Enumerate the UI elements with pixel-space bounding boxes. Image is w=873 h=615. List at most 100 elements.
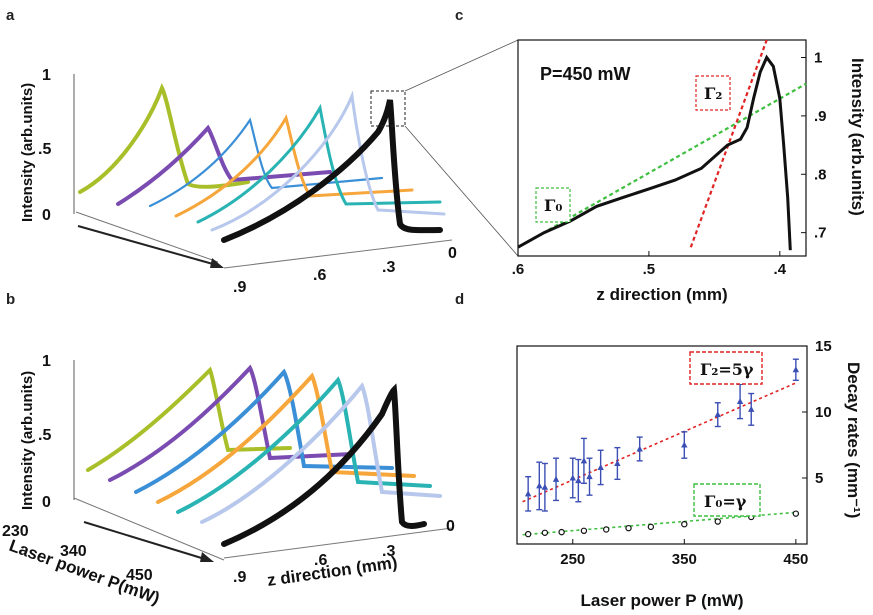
panel-c-y-tick-label: 1 — [814, 50, 822, 67]
gamma2-data-point — [586, 473, 593, 480]
panel-c-x-tick-label: .6 — [512, 261, 525, 278]
gamma0-data-point — [580, 527, 588, 535]
panel-a: Intensity (arb.units) 1 .5 0 .9 .6 .3 0 — [19, 39, 519, 296]
panel-a-z-axis — [223, 239, 453, 269]
panel-a-z-tick-0: 0 — [448, 245, 457, 262]
panel-d-y-ticks: 15 10 5 — [802, 338, 832, 487]
panel-a-y-label: Intensity (arb.units) — [19, 83, 36, 222]
gamma0-data-point — [647, 523, 655, 531]
gamma2-data-point — [681, 441, 688, 448]
panel-b-z-axis — [223, 527, 453, 559]
panel-d-data-points — [524, 358, 800, 538]
panel-b-p-tick-230: 230 — [2, 523, 29, 540]
panel-b-z-tick-0-9: .9 — [233, 569, 246, 586]
gamma0-data-point — [524, 530, 532, 538]
panel-a-trace-lightblue — [210, 90, 446, 232]
gamma2-data-point — [575, 477, 582, 484]
gamma2-data-point — [714, 411, 721, 418]
panel-a-trace-black — [221, 99, 443, 243]
panel-d-x-tick-label: 250 — [560, 551, 585, 568]
panel-b-p-tick-450: 450 — [126, 567, 153, 584]
panel-a-floor-axis — [75, 211, 219, 263]
panel-c-intensity-trace — [517, 54, 792, 251]
panel-d-x-ticks: 250 350 450 — [560, 539, 808, 568]
gamma2-data-point — [748, 405, 755, 412]
panel-d-y-tick-label: 15 — [815, 338, 832, 355]
gamma2-data-point — [536, 482, 543, 489]
panel-letter-c: c — [455, 7, 463, 24]
panel-letter-d: d — [455, 291, 464, 308]
gamma0-data-point — [792, 510, 800, 517]
panel-b-power-arrow — [83, 521, 209, 561]
panel-d-y-label: Decay rates (mm⁻¹) — [844, 362, 863, 518]
panel-b-y-tick-0-5: .5 — [38, 427, 51, 444]
panel-d-y-tick-label: 5 — [815, 470, 823, 487]
panel-d-gamma2-label: Γ₂=5γ — [700, 360, 754, 379]
panel-b-z-tick-0: 0 — [446, 518, 455, 535]
panel-c-x-ticks: .6 .5 .4 — [512, 251, 787, 278]
panel-b-trace-olive — [86, 366, 292, 472]
gamma0-data-point — [603, 526, 610, 533]
panel-b-trace-orange — [156, 372, 416, 504]
panel-d-gamma0-label: Γ₀=γ — [704, 492, 747, 511]
panel-c-gamma2-fit-line — [689, 39, 768, 248]
gamma2-data-point — [597, 463, 604, 470]
gamma2-data-point — [614, 459, 621, 466]
panel-letter-a: a — [6, 7, 15, 24]
panel-c-gamma0-box — [535, 187, 571, 223]
panel-c: P=450 mW Γ₂ Γ₀ .6 .5 .4 1 .9 .8 .7 z directio… — [512, 39, 867, 304]
gamma2-data-point — [580, 457, 588, 464]
panel-c-x-tick-label: .4 — [774, 261, 787, 278]
panel-b-z-tick-0-6: .6 — [314, 552, 327, 569]
panel-b-trace-lightblue — [200, 382, 442, 524]
panel-letter-b: b — [6, 291, 15, 308]
panel-c-x-label: z direction (mm) — [596, 285, 727, 304]
panel-a-y-tick-0-5: .5 — [38, 141, 51, 158]
panel-c-x-tick-label: .5 — [643, 261, 656, 278]
panel-b-trace-blue — [134, 368, 394, 494]
panel-a-power-arrow — [77, 225, 221, 267]
panel-c-gamma2-label: Γ₂ — [704, 84, 722, 103]
zoom-connector-bottom — [404, 125, 519, 257]
panel-b-z-label: z direction (mm) — [266, 553, 399, 590]
panel-b-p-tick-340: 340 — [60, 543, 87, 560]
panel-c-power-annotation: P=450 mW — [540, 64, 631, 84]
zoom-connector-top — [404, 39, 519, 92]
panel-c-y-tick-label: .7 — [814, 225, 827, 242]
gamma0-data-point — [681, 521, 688, 528]
panel-a-trace-olive — [78, 82, 250, 194]
panel-a-trace-orange — [174, 114, 414, 218]
panel-a-z-tick-0-3: .3 — [382, 259, 395, 276]
gamma0-data-point — [625, 524, 632, 532]
panel-c-y-label: Intensity (arb.units) — [848, 58, 867, 216]
panel-b-trace-teal — [176, 376, 432, 514]
panel-b-trace-black — [221, 383, 427, 547]
panel-a-trace-purple — [116, 124, 332, 206]
gamma2-data-point — [541, 483, 549, 490]
panel-b-z-tick-0-3: .3 — [382, 543, 395, 560]
panel-a-y-tick-0: 0 — [42, 207, 51, 224]
gamma2-data-point — [569, 474, 576, 481]
panel-a-power-arrow-head — [210, 258, 224, 268]
gamma0-data-point — [541, 529, 549, 536]
panel-b-floor-axis — [73, 497, 225, 561]
gamma2-data-point — [524, 490, 532, 497]
panel-d-gamma0-box — [693, 483, 761, 517]
gamma2-data-point — [636, 445, 643, 452]
panel-c-gamma0-label: Γ₀ — [544, 196, 562, 215]
panel-c-gamma0-fit-line — [517, 82, 807, 249]
panel-a-z-tick-0-6: .6 — [313, 267, 326, 284]
panel-b-y-tick-1: 1 — [42, 353, 51, 370]
panel-d-gamma2-fit-line — [522, 382, 797, 503]
gamma0-data-point — [558, 528, 565, 536]
gamma2-data-point — [792, 366, 800, 373]
panel-b-y-tick-0: 0 — [42, 494, 51, 511]
panel-d-x-tick-label: 450 — [783, 551, 808, 568]
panel-a-trace-teal — [196, 103, 442, 224]
panel-c-y-ticks: 1 .9 .8 .7 — [801, 50, 827, 242]
panel-a-y-tick-1: 1 — [42, 67, 51, 84]
panel-a-zoom-box — [370, 90, 406, 127]
gamma2-data-point — [552, 475, 560, 482]
panel-b: Intensity (arb.units) 1 .5 0 230 340 450… — [2, 353, 455, 608]
